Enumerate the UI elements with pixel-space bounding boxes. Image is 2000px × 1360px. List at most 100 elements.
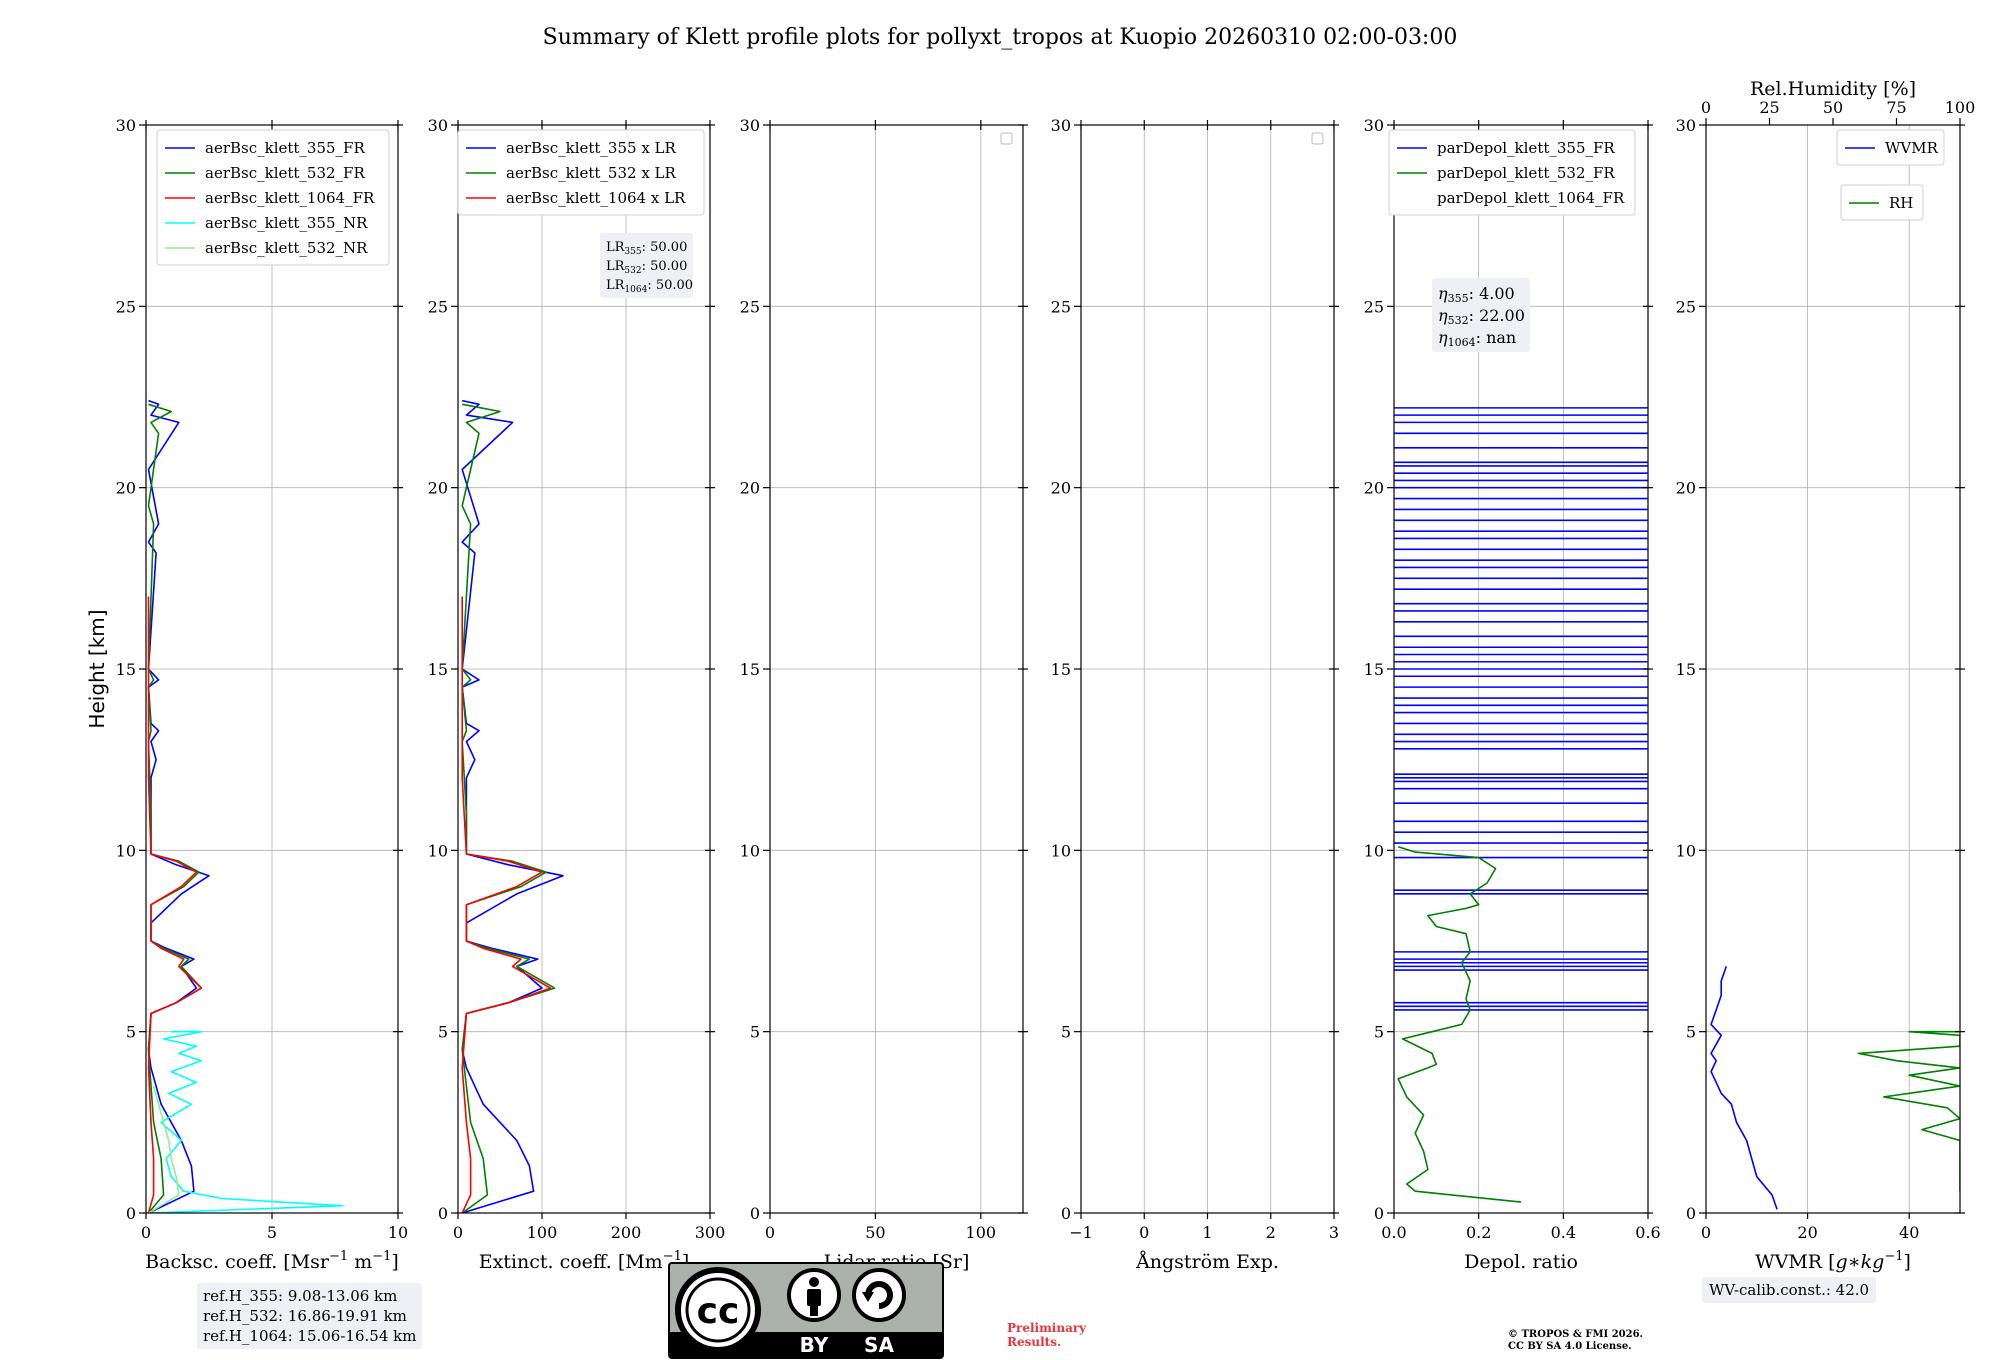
y-tick-label: 25 bbox=[428, 297, 448, 316]
series-aerBsc_klett_355_FR bbox=[147, 399, 210, 1213]
legend-entry: aerBsc_klett_355_NR bbox=[205, 214, 368, 232]
y-tick-label: 20 bbox=[740, 479, 760, 498]
reference-height-box: ref.H_355: 9.08-13.06 km ref.H_532: 16.8… bbox=[197, 1283, 423, 1349]
top-x-tick-label: 0 bbox=[1701, 98, 1711, 117]
x-tick-label: 0 bbox=[141, 1223, 151, 1242]
y-tick-label: 25 bbox=[1364, 297, 1384, 316]
legend-entry: parDepol_klett_1064_FR bbox=[1437, 189, 1625, 207]
x-tick-label: 0.4 bbox=[1551, 1223, 1576, 1242]
y-tick-label: 20 bbox=[1364, 479, 1384, 498]
copyright-note: © TROPOS & FMI 2026. CC BY SA 4.0 Licens… bbox=[1508, 1329, 1643, 1353]
ref-height-355: ref.H_355: 9.08-13.06 km bbox=[203, 1287, 398, 1305]
top-x-tick-label: 25 bbox=[1759, 98, 1779, 117]
x-tick-label: 0 bbox=[453, 1223, 463, 1242]
x-axis-label: Depol. ratio bbox=[1464, 1251, 1578, 1273]
extinction-parameter-box: LR355: 50.00 LR532: 50.00 LR1064: 50.00 bbox=[600, 233, 693, 298]
y-tick-label: 30 bbox=[740, 116, 760, 135]
copyright-line-1: © TROPOS & FMI 2026. bbox=[1508, 1329, 1644, 1340]
y-axis-label: Height [km] bbox=[85, 609, 109, 728]
series-aerBsc_klett_355_NR bbox=[148, 1030, 344, 1213]
parameter-line: η532: 22.00 bbox=[1438, 306, 1525, 327]
y-tick-label: 0 bbox=[438, 1204, 448, 1223]
x-axis-label: Backsc. coeff. [Msr−1 m−1] bbox=[145, 1249, 399, 1273]
panel-lidar-ratio: 051015202530050100Lidar ratio [Sr] bbox=[740, 116, 1028, 1273]
x-tick-label: 0.2 bbox=[1466, 1223, 1491, 1242]
panel-backscatter: 0 5 10 15 20 25 30 0 5 10 Backsc. coeff. [Msr−1 m−… bbox=[85, 116, 408, 1273]
series-aerBsc_klett_1064_FR bbox=[147, 596, 203, 1213]
y-tick-label: 0 bbox=[126, 1204, 136, 1223]
y-tick-label: 5 bbox=[1374, 1023, 1384, 1042]
x-tick-label: 2 bbox=[1266, 1223, 1276, 1242]
x-tick-label: 100 bbox=[527, 1223, 558, 1242]
x-tick-label: −1 bbox=[1069, 1223, 1093, 1242]
y-tick-label: 15 bbox=[740, 660, 760, 679]
x-tick-label: 200 bbox=[611, 1223, 642, 1242]
legend-entry: parDepol_klett_532_FR bbox=[1437, 164, 1615, 182]
series-parDepol_klett_532_FR bbox=[1397, 845, 1522, 1203]
x-tick-label: 0 bbox=[1701, 1223, 1711, 1242]
x-axis-label: Ångström Exp. bbox=[1135, 1251, 1279, 1273]
y-tick-label: 5 bbox=[126, 1023, 136, 1042]
series-aerBsc_klett_1064 x LR bbox=[461, 596, 552, 1213]
top-x-tick-label: 75 bbox=[1886, 98, 1906, 117]
legend-box bbox=[1836, 129, 1945, 166]
y-tick-label: 20 bbox=[428, 479, 448, 498]
y-tick-label: 5 bbox=[1061, 1023, 1071, 1042]
legend: parDepol_klett_355_FR parDepol_klett_532_… bbox=[1388, 129, 1636, 216]
y-tick-label: 25 bbox=[116, 297, 136, 316]
copyright-line-2: CC BY SA 4.0 License. bbox=[1508, 1341, 1632, 1352]
ref-height-1064: ref.H_1064: 15.06-16.54 km bbox=[203, 1327, 417, 1345]
y-tick-label: 5 bbox=[750, 1023, 760, 1042]
panel-depol: 0 5 10 15 20 25 30 0.0 0.2 0.4 0.6 Depol. ratio parD… bbox=[1364, 116, 1661, 1273]
x-tick-label: 1 bbox=[1202, 1223, 1212, 1242]
series-aerBsc_klett_532_NR bbox=[148, 1085, 180, 1213]
empty-legend-box bbox=[1000, 132, 1013, 145]
series-group bbox=[1710, 966, 1960, 1210]
y-tick-label: 0 bbox=[1686, 1204, 1696, 1223]
y-tick-label: 30 bbox=[1364, 116, 1384, 135]
cc-by-sa-license-badge: cc BY SA bbox=[668, 1262, 944, 1359]
license-by-text: BY bbox=[800, 1333, 829, 1357]
y-tick-label: 25 bbox=[740, 297, 760, 316]
y-tick-label: 20 bbox=[116, 479, 136, 498]
parameter-line: LR1064: 50.00 bbox=[606, 278, 693, 295]
parameter-line: η1064: nan bbox=[1438, 328, 1516, 349]
legend: aerBsc_klett_355_FR aerBsc_klett_532_FRae… bbox=[156, 129, 390, 266]
series-group bbox=[461, 399, 564, 1213]
legend: RH bbox=[1840, 184, 1924, 221]
panel-water-vapor: 0 5 10 15 20 25 30 0 20 40 WVMR [g∗kg−1] 0 25 50 75 100… bbox=[1676, 78, 1976, 1273]
y-tick-label: 25 bbox=[1676, 297, 1696, 316]
legend-entry: parDepol_klett_355_FR bbox=[1437, 139, 1615, 157]
x-tick-label: 50 bbox=[865, 1223, 885, 1242]
x-tick-label: 0 bbox=[765, 1223, 775, 1242]
y-tick-label: 15 bbox=[428, 660, 448, 679]
series-aerBsc_klett_532 x LR bbox=[461, 403, 556, 1213]
y-tick-label: 10 bbox=[1051, 841, 1071, 860]
series-group bbox=[1394, 407, 1648, 1203]
preliminary-line-1: Preliminary bbox=[1007, 1321, 1087, 1335]
y-tick-label: 20 bbox=[1676, 479, 1696, 498]
y-tick-label: 20 bbox=[1051, 479, 1071, 498]
y-tick-label: 5 bbox=[1686, 1023, 1696, 1042]
y-tick-label: 30 bbox=[1676, 116, 1696, 135]
legend-entry: aerBsc_klett_1064 x LR bbox=[506, 189, 686, 207]
series-group bbox=[147, 399, 344, 1213]
y-tick-label: 10 bbox=[740, 841, 760, 860]
y-tick-label: 0 bbox=[750, 1204, 760, 1223]
x-tick-label: 100 bbox=[966, 1223, 997, 1242]
legend-entry: aerBsc_klett_532_FR bbox=[205, 164, 365, 182]
x-tick-label: 300 bbox=[695, 1223, 726, 1242]
y-tick-label: 25 bbox=[1051, 297, 1071, 316]
legend-entry: aerBsc_klett_1064_FR bbox=[205, 189, 375, 207]
y-tick-label: 0 bbox=[1374, 1204, 1384, 1223]
top-axis-label: Rel.Humidity [%] bbox=[1750, 78, 1916, 100]
x-tick-label: 0.0 bbox=[1381, 1223, 1406, 1242]
legend-box bbox=[457, 129, 705, 216]
empty-legend-box bbox=[1311, 132, 1324, 145]
legend-box bbox=[156, 129, 390, 266]
y-tick-label: 30 bbox=[1051, 116, 1071, 135]
y-tick-label: 5 bbox=[438, 1023, 448, 1042]
